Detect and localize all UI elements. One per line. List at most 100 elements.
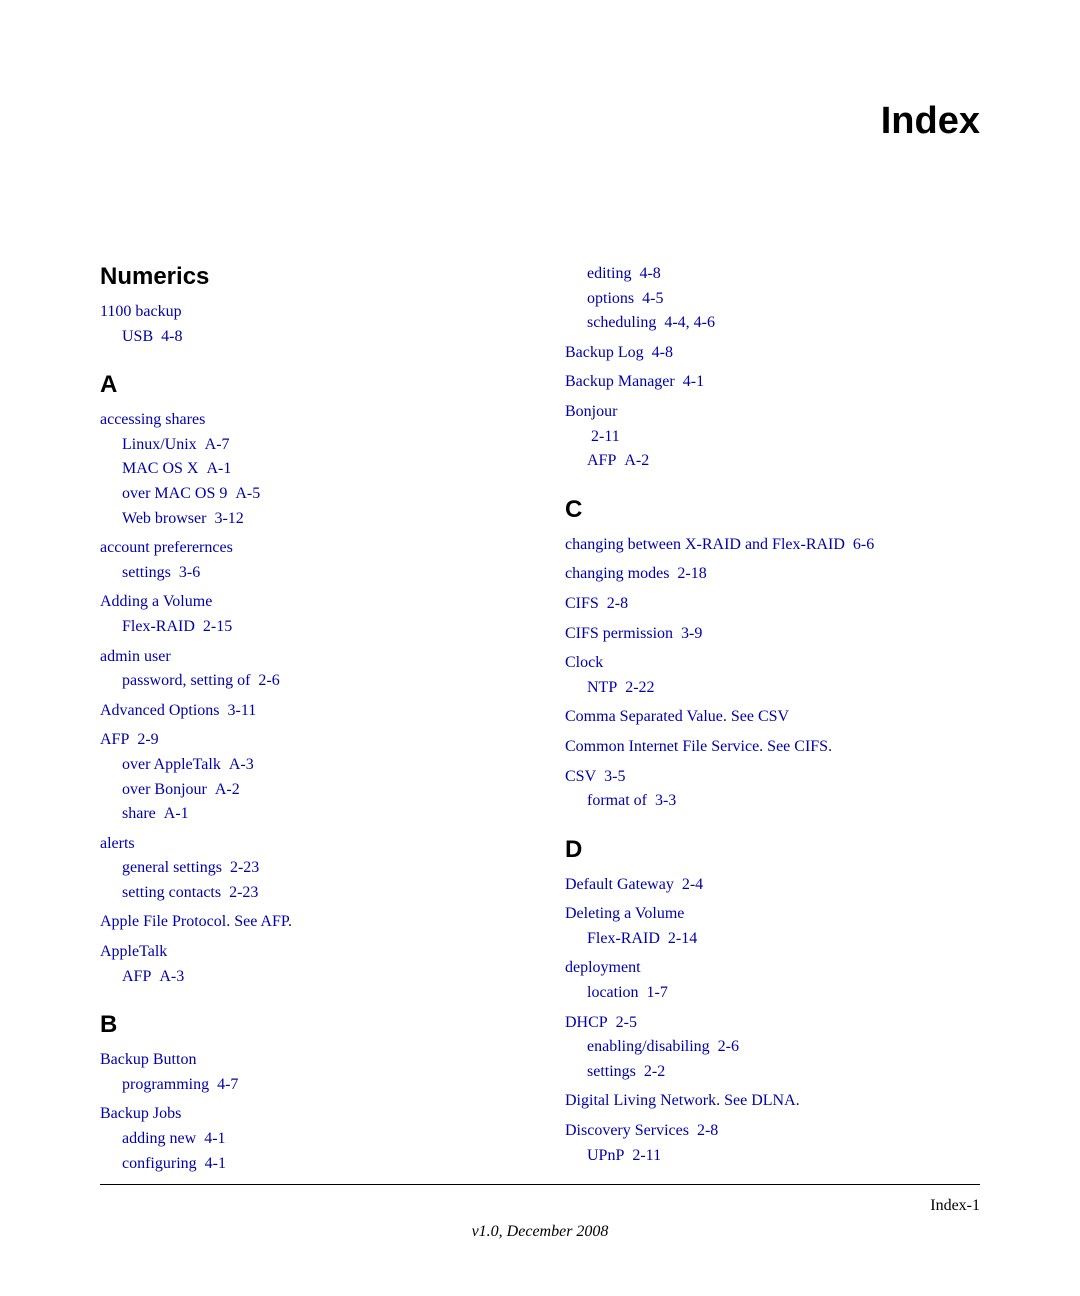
section-letter: Numerics <box>100 263 515 291</box>
index-sub-entry[interactable]: format of 3-3 <box>587 790 980 812</box>
entry-group: AppleTalk AFP A-3 <box>100 941 515 987</box>
entry-group: Deleting a Volume Flex-RAID 2-14 <box>565 903 980 949</box>
index-entry[interactable]: Deleting a Volume <box>565 903 980 925</box>
index-entry[interactable]: DHCP 2-5 <box>565 1012 980 1034</box>
entry-group: AFP 2-9 over AppleTalk A-3 over Bonjour A-… <box>100 729 515 824</box>
index-sub-entry[interactable]: scheduling 4-4, 4-6 <box>587 312 980 334</box>
entry-group: admin userpassword, setting of 2-6 <box>100 646 515 692</box>
entry-group: Bonjour 2-11AFP A-2 <box>565 401 980 472</box>
entry-group: Digital Living Network. See DLNA. <box>565 1090 980 1112</box>
entry-group: changing modes 2-18 <box>565 563 980 585</box>
left-column: Numerics1100 backupUSB 4-8Aaccessing sha… <box>100 263 515 1182</box>
index-entry[interactable]: CIFS permission 3-9 <box>565 623 980 645</box>
section-letter: C <box>565 496 980 524</box>
index-entry[interactable]: CIFS 2-8 <box>565 593 980 615</box>
entry-group: Apple File Protocol. See AFP. <box>100 911 515 933</box>
index-sub-entry[interactable]: AFP A-3 <box>122 966 515 988</box>
index-sub-entry[interactable]: password, setting of 2-6 <box>122 670 515 692</box>
entry-group: accessing shares Linux/Unix A-7MAC OS X A… <box>100 409 515 529</box>
index-entry[interactable]: alerts <box>100 833 515 855</box>
page-title: Index <box>100 100 980 143</box>
entry-group: Adding a Volume Flex-RAID 2-15 <box>100 591 515 637</box>
entry-group: Discovery Services 2-8 UPnP 2-11 <box>565 1120 980 1166</box>
index-entry[interactable]: AFP 2-9 <box>100 729 515 751</box>
entry-group: Backup Log 4-8 <box>565 342 980 364</box>
entry-group: Backup Jobs adding new 4-1 configuring 4-1 <box>100 1103 515 1174</box>
section-letter: D <box>565 836 980 864</box>
index-entry[interactable]: Default Gateway 2-4 <box>565 874 980 896</box>
index-entry[interactable]: accessing shares <box>100 409 515 431</box>
footer-version: v1.0, December 2008 <box>100 1223 980 1241</box>
index-entry[interactable]: deployment <box>565 957 980 979</box>
entry-group: Backup Manager 4-1 <box>565 371 980 393</box>
entry-group: account preferernces settings 3-6 <box>100 537 515 583</box>
entry-group: Backup Button programming 4-7 <box>100 1049 515 1095</box>
index-sub-entry[interactable]: USB 4-8 <box>122 326 515 348</box>
index-sub-entry[interactable]: general settings 2-23 <box>122 857 515 879</box>
index-sub-entry[interactable]: Web browser 3-12 <box>122 508 515 530</box>
index-sub-entry[interactable]: location 1-7 <box>587 982 980 1004</box>
index-entry[interactable]: Apple File Protocol. See AFP. <box>100 911 515 933</box>
index-entry[interactable]: changing modes 2-18 <box>565 563 980 585</box>
index-entry[interactable]: Comma Separated Value. See CSV <box>565 706 980 728</box>
entry-group: Clock NTP 2-22 <box>565 652 980 698</box>
index-entry[interactable]: Advanced Options 3-11 <box>100 700 515 722</box>
index-entry[interactable]: Backup Log 4-8 <box>565 342 980 364</box>
index-sub-entry[interactable]: adding new 4-1 <box>122 1128 515 1150</box>
index-sub-entry[interactable]: 2-11 <box>587 426 980 448</box>
entry-group: DHCP 2-5enabling/disabiling 2-6 settings … <box>565 1012 980 1083</box>
entry-group: Advanced Options 3-11 <box>100 700 515 722</box>
index-sub-entry[interactable]: programming 4-7 <box>122 1074 515 1096</box>
index-sub-entry[interactable]: options 4-5 <box>587 288 980 310</box>
index-entry[interactable]: Discovery Services 2-8 <box>565 1120 980 1142</box>
index-entry[interactable]: Adding a Volume <box>100 591 515 613</box>
entry-group: editing 4-8 options 4-5scheduling 4-4, 4-… <box>565 263 980 334</box>
index-sub-entry[interactable]: enabling/disabiling 2-6 <box>587 1036 980 1058</box>
index-sub-entry[interactable]: configuring 4-1 <box>122 1153 515 1175</box>
index-sub-entry[interactable]: editing 4-8 <box>587 263 980 285</box>
entry-group: CIFS 2-8 <box>565 593 980 615</box>
entry-group: CSV 3-5format of 3-3 <box>565 766 980 812</box>
columns-container: Numerics1100 backupUSB 4-8Aaccessing sha… <box>100 263 980 1182</box>
index-entry[interactable]: account preferernces <box>100 537 515 559</box>
index-entry[interactable]: Backup Jobs <box>100 1103 515 1125</box>
index-entry[interactable]: Backup Button <box>100 1049 515 1071</box>
index-sub-entry[interactable]: share A-1 <box>122 803 515 825</box>
section-letter: B <box>100 1011 515 1039</box>
index-sub-entry[interactable]: Flex-RAID 2-15 <box>122 616 515 638</box>
index-sub-entry[interactable]: UPnP 2-11 <box>587 1145 980 1167</box>
index-sub-entry[interactable]: settings 2-2 <box>587 1061 980 1083</box>
footer-page-number: Index-1 <box>100 1197 980 1215</box>
index-entry[interactable]: Backup Manager 4-1 <box>565 371 980 393</box>
right-column: editing 4-8 options 4-5scheduling 4-4, 4-… <box>565 263 980 1182</box>
entry-group: 1100 backup USB 4-8 <box>100 301 515 347</box>
entry-group: CIFS permission 3-9 <box>565 623 980 645</box>
index-entry[interactable]: CSV 3-5 <box>565 766 980 788</box>
index-sub-entry[interactable]: over Bonjour A-2 <box>122 779 515 801</box>
index-entry[interactable]: Common Internet File Service. See CIFS. <box>565 736 980 758</box>
entry-group: Default Gateway 2-4 <box>565 874 980 896</box>
entry-group: deployment location 1-7 <box>565 957 980 1003</box>
entry-group: changing between X-RAID and Flex-RAID 6-… <box>565 534 980 556</box>
index-entry[interactable]: 1100 backup <box>100 301 515 323</box>
index-sub-entry[interactable]: NTP 2-22 <box>587 677 980 699</box>
index-entry[interactable]: admin user <box>100 646 515 668</box>
index-sub-entry[interactable]: over MAC OS 9 A-5 <box>122 483 515 505</box>
index-sub-entry[interactable]: settings 3-6 <box>122 562 515 584</box>
index-sub-entry[interactable]: setting contacts 2-23 <box>122 882 515 904</box>
index-sub-entry[interactable]: over AppleTalk A-3 <box>122 754 515 776</box>
index-entry[interactable]: Bonjour <box>565 401 980 423</box>
index-sub-entry[interactable]: Flex-RAID 2-14 <box>587 928 980 950</box>
index-sub-entry[interactable]: MAC OS X A-1 <box>122 458 515 480</box>
entry-group: Common Internet File Service. See CIFS. <box>565 736 980 758</box>
index-entry[interactable]: AppleTalk <box>100 941 515 963</box>
entry-group: alertsgeneral settings 2-23 setting conta… <box>100 833 515 904</box>
index-entry[interactable]: changing between X-RAID and Flex-RAID 6-… <box>565 534 980 556</box>
index-entry[interactable]: Digital Living Network. See DLNA. <box>565 1090 980 1112</box>
index-sub-entry[interactable]: AFP A-2 <box>587 450 980 472</box>
footer: Index-1 v1.0, December 2008 <box>100 1184 980 1241</box>
index-entry[interactable]: Clock <box>565 652 980 674</box>
entry-group: Comma Separated Value. See CSV <box>565 706 980 728</box>
index-page: Index Numerics1100 backupUSB 4-8Aaccessi… <box>0 0 1080 1242</box>
index-sub-entry[interactable]: Linux/Unix A-7 <box>122 434 515 456</box>
